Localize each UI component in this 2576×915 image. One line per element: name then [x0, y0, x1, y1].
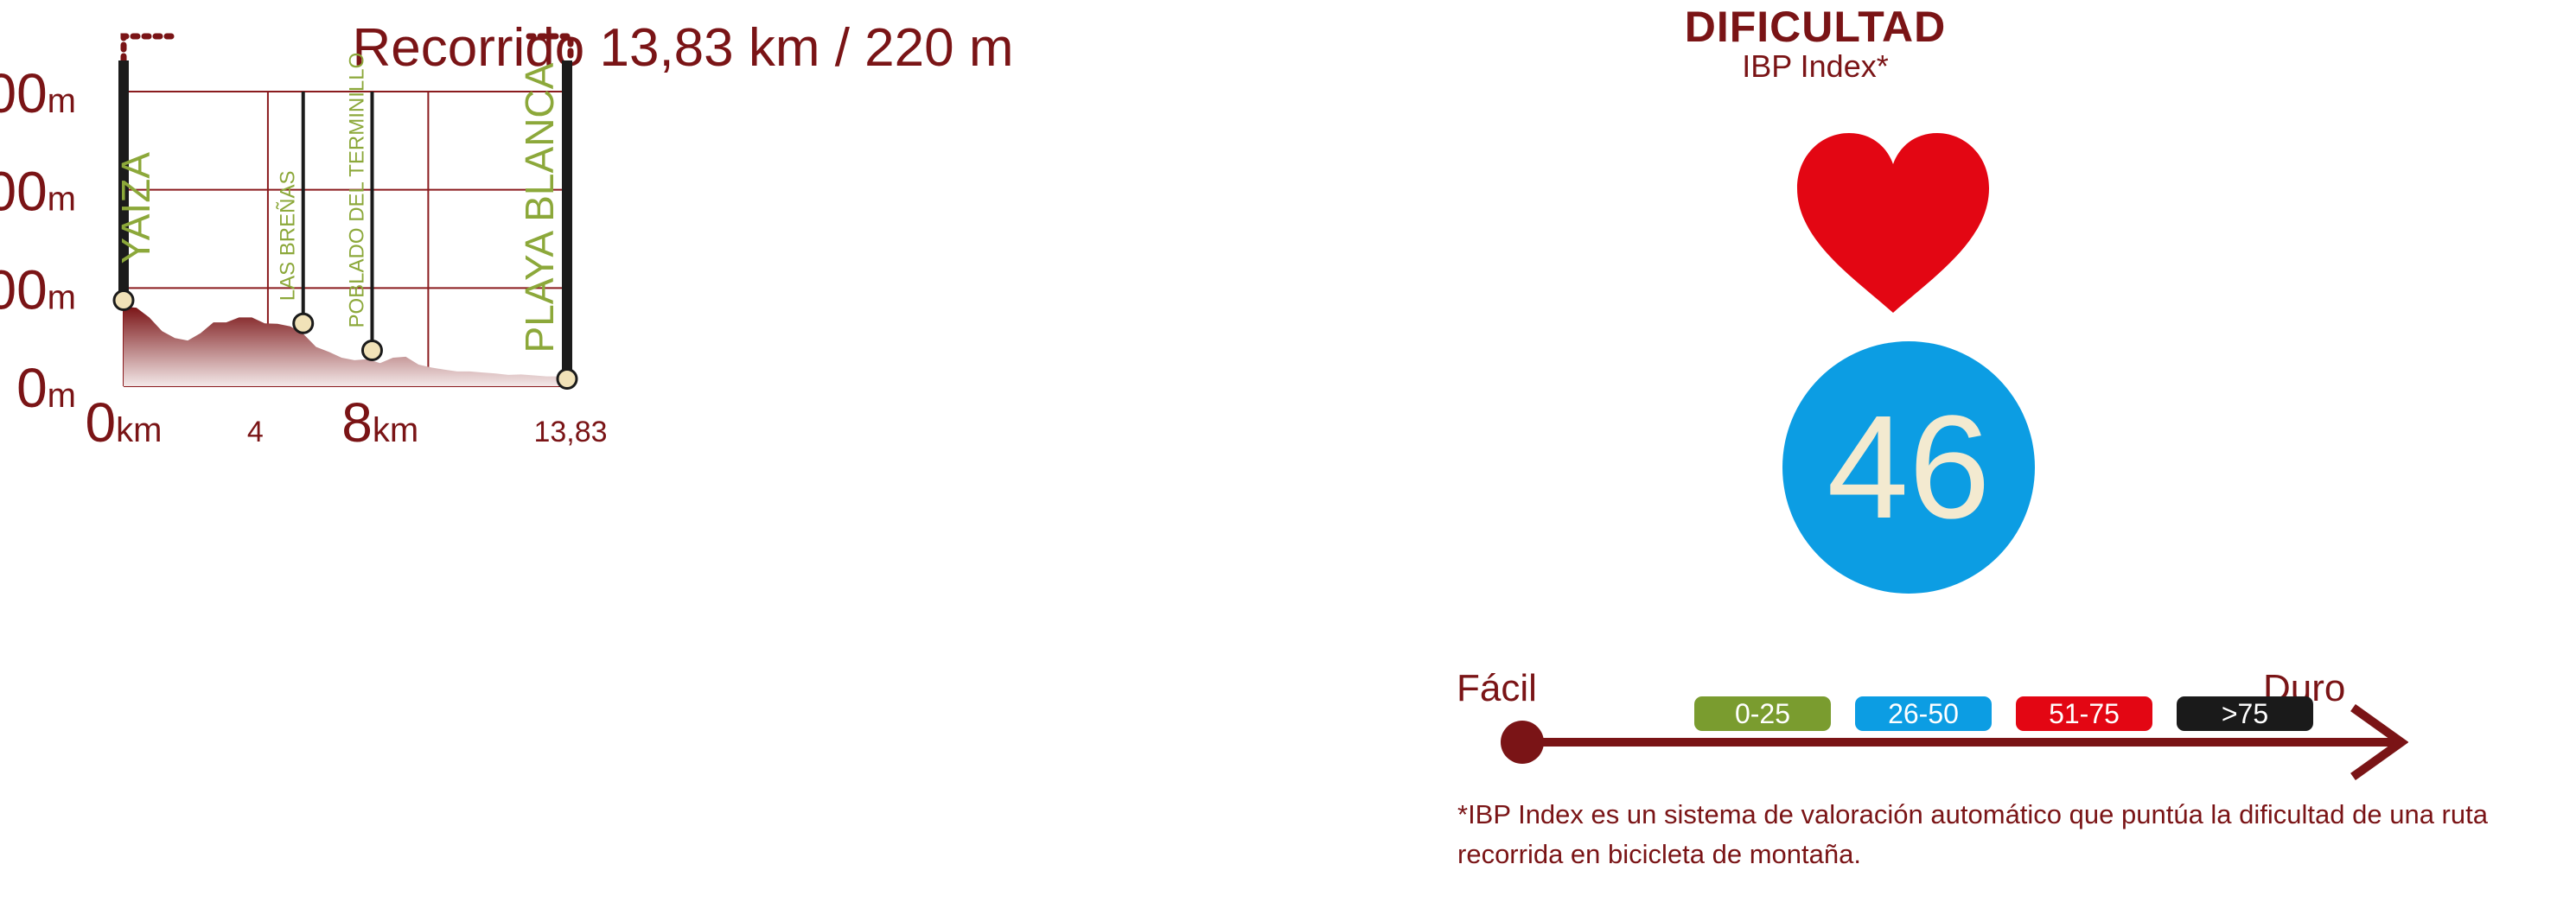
waypoint-marker: [292, 312, 315, 334]
difficulty-panel: DIFICULTAD IBP Index* 46 Fácil Duro 0-25…: [1383, 0, 2576, 915]
y-tick-label: 0m: [16, 357, 76, 419]
elevation-profile-chart: Recorrido 13,83 km / 220 m YAIZA LAS BREÑ…: [0, 18, 1014, 454]
ibp-score-badge: 46: [1782, 341, 2035, 594]
difficulty-range-pill: 26-50: [1855, 696, 1992, 731]
elevation-area: [124, 306, 567, 386]
waypoint-marker: [360, 340, 383, 362]
waypoints: YAIZA LAS BREÑAS POBLADO DEL TERMINILLO PLA…: [112, 53, 578, 390]
y-axis-ticks: 0m 200m 400m 600m: [0, 62, 76, 419]
heart-icon: [1797, 133, 1989, 313]
ibp-footnote: *IBP Index es un sistema de valoración a…: [1457, 799, 2488, 869]
difficulty-title: DIFICULTAD: [1684, 3, 1947, 51]
route-bracket: [120, 33, 574, 64]
waypoint-marker: [112, 289, 135, 312]
arrow-right-icon: [2350, 704, 2408, 780]
x-tick-label: 8km: [341, 391, 418, 454]
difficulty-range-pill: 0-25: [1694, 696, 1831, 731]
difficulty-range-pill: 51-75: [2016, 696, 2152, 731]
x-tick-label: 0km: [86, 391, 163, 454]
waypoint-label: YAIZA: [113, 152, 158, 264]
waypoint-label: PLAYA BLANCA: [517, 62, 562, 353]
y-tick-label: 400m: [0, 161, 76, 223]
difficulty-scale-line: [1521, 738, 2399, 747]
bracket-right: [526, 33, 574, 64]
chart-title: Recorrido 13,83 km / 220 m: [352, 18, 1013, 78]
waypoint-label: POBLADO DEL TERMINILLO: [345, 53, 368, 328]
y-tick-label: 600m: [0, 62, 76, 124]
difficulty-range-pill: >75: [2177, 696, 2313, 731]
x-axis-ticks: 0km 4 8km 13,83: [86, 391, 608, 454]
difficulty-subtitle: IBP Index*: [1742, 48, 1889, 84]
scale-start-dot: [1501, 721, 1544, 764]
waypoint-marker: [556, 367, 578, 390]
y-tick-label: 200m: [0, 258, 76, 321]
scale-start-label: Fácil: [1457, 667, 1537, 709]
x-tick-label: 4: [247, 416, 264, 448]
x-tick-label: 13,83: [533, 416, 607, 448]
bracket-left: [120, 33, 176, 64]
waypoint-label: LAS BREÑAS: [277, 171, 300, 302]
